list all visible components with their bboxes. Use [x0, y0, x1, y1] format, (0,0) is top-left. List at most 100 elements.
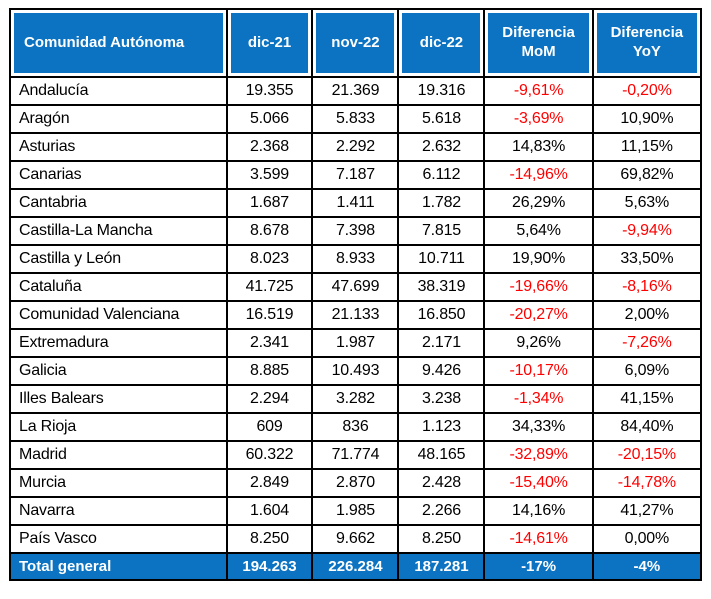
cell-nov22: 7.398 [311, 216, 400, 246]
table-row-aragon: Aragón 5.066 5.833 5.618 -3,69% 10,90% [9, 104, 703, 134]
cell-dic22: 19.316 [397, 76, 486, 106]
region-name: La Rioja [9, 412, 228, 442]
cell-nov22: 21.133 [311, 300, 400, 330]
cell-yoy: 0,00% [591, 524, 703, 554]
cell-nov22: 21.369 [311, 76, 400, 106]
cell-dic22: 1.123 [397, 412, 486, 442]
cell-dic22: 3.238 [397, 384, 486, 414]
region-name: Cantabria [9, 188, 228, 218]
cell-dic21: 609 [225, 412, 314, 442]
column-header-comunidad-autonoma: Comunidad Autónoma [9, 8, 228, 78]
cell-dic22: 7.815 [397, 216, 486, 246]
cell-mom: 9,26% [483, 328, 594, 358]
cell-nov22: 1.985 [311, 496, 400, 526]
cell-dic22: 38.319 [397, 272, 486, 302]
table-row-madrid: Madrid 60.322 71.774 48.165 -32,89% -20,15% [9, 440, 703, 470]
cell-mom: 26,29% [483, 188, 594, 218]
cell-dic21: 5.066 [225, 104, 314, 134]
cell-dic22: 6.112 [397, 160, 486, 190]
cell-mom: -14,96% [483, 160, 594, 190]
cell-nov22: 1.987 [311, 328, 400, 358]
table-row-pais-vasco: País Vasco 8.250 9.662 8.250 -14,61% 0,00% [9, 524, 703, 554]
table-body: Andalucía 19.355 21.369 19.316 -9,61% -0,20% A… [9, 76, 703, 554]
cell-dic22: 9.426 [397, 356, 486, 386]
table-row-canarias: Canarias 3.599 7.187 6.112 -14,96% 69,82% [9, 160, 703, 190]
region-name: Canarias [9, 160, 228, 190]
cell-mom: 14,83% [483, 132, 594, 162]
cell-yoy: 33,50% [591, 244, 703, 274]
cell-dic21: 8.023 [225, 244, 314, 274]
cell-dic22: 2.428 [397, 468, 486, 498]
column-header-label: Comunidad Autónoma [14, 13, 223, 73]
total-cell-mom: -17% [483, 552, 594, 581]
column-header-label: dic-22 [402, 13, 481, 73]
cell-mom: -19,66% [483, 272, 594, 302]
table-row-cantabria: Cantabria 1.687 1.411 1.782 26,29% 5,63% [9, 188, 703, 218]
cell-dic21: 8.250 [225, 524, 314, 554]
column-header-diferencia-mom: Diferencia MoM [483, 8, 594, 78]
cell-yoy: -8,16% [591, 272, 703, 302]
region-name: Castilla y León [9, 244, 228, 274]
table-footer: Total general 194.263 226.284 187.281 -17% -4… [9, 552, 703, 581]
table-row-andalucia: Andalucía 19.355 21.369 19.316 -9,61% -0,20% [9, 76, 703, 106]
cell-dic21: 41.725 [225, 272, 314, 302]
cell-dic22: 2.266 [397, 496, 486, 526]
region-name: Illes Balears [9, 384, 228, 414]
cell-yoy: -20,15% [591, 440, 703, 470]
total-cell-dic21: 194.263 [225, 552, 314, 581]
cell-nov22: 10.493 [311, 356, 400, 386]
cell-mom: -14,61% [483, 524, 594, 554]
cell-yoy: -9,94% [591, 216, 703, 246]
total-cell-nov22: 226.284 [311, 552, 400, 581]
cell-yoy: 5,63% [591, 188, 703, 218]
cell-dic21: 2.849 [225, 468, 314, 498]
cell-mom: 34,33% [483, 412, 594, 442]
cell-nov22: 836 [311, 412, 400, 442]
cell-nov22: 7.187 [311, 160, 400, 190]
cell-dic22: 1.782 [397, 188, 486, 218]
header-row: Comunidad Autónoma dic-21 nov-22 dic-22 Dife… [9, 8, 703, 78]
cell-yoy: 69,82% [591, 160, 703, 190]
cell-dic21: 16.519 [225, 300, 314, 330]
cell-mom: -15,40% [483, 468, 594, 498]
cell-dic21: 3.599 [225, 160, 314, 190]
region-name: Andalucía [9, 76, 228, 106]
cell-dic22: 2.632 [397, 132, 486, 162]
total-cell-yoy: -4% [591, 552, 703, 581]
total-cell-dic22: 187.281 [397, 552, 486, 581]
cell-mom: -3,69% [483, 104, 594, 134]
table-row-extremadura: Extremadura 2.341 1.987 2.171 9,26% -7,26% [9, 328, 703, 358]
cell-yoy: 41,15% [591, 384, 703, 414]
column-header-label: Diferencia YoY [596, 13, 697, 73]
region-name: Asturias [9, 132, 228, 162]
cell-yoy: -7,26% [591, 328, 703, 358]
cell-dic21: 2.368 [225, 132, 314, 162]
table-row-comunidad-valenciana: Comunidad Valenciana 16.519 21.133 16.850 -2… [9, 300, 703, 330]
region-name: Galicia [9, 356, 228, 386]
region-name: País Vasco [9, 524, 228, 554]
cell-yoy: 10,90% [591, 104, 703, 134]
table-row-asturias: Asturias 2.368 2.292 2.632 14,83% 11,15% [9, 132, 703, 162]
table-row-galicia: Galicia 8.885 10.493 9.426 -10,17% 6,09% [9, 356, 703, 386]
cell-mom: -10,17% [483, 356, 594, 386]
table-row-illes-balears: Illes Balears 2.294 3.282 3.238 -1,34% 41,15% [9, 384, 703, 414]
cell-mom: -1,34% [483, 384, 594, 414]
regions-data-table: Comunidad Autónoma dic-21 nov-22 dic-22 Dife… [9, 8, 703, 581]
cell-dic21: 1.687 [225, 188, 314, 218]
cell-nov22: 2.292 [311, 132, 400, 162]
table-header: Comunidad Autónoma dic-21 nov-22 dic-22 Dife… [9, 8, 703, 78]
column-header-dic-21: dic-21 [225, 8, 314, 78]
column-header-diferencia-yoy: Diferencia YoY [591, 8, 703, 78]
cell-dic22: 5.618 [397, 104, 486, 134]
column-header-dic-22: dic-22 [397, 8, 486, 78]
region-name: Castilla-La Mancha [9, 216, 228, 246]
cell-dic22: 10.711 [397, 244, 486, 274]
cell-dic21: 19.355 [225, 76, 314, 106]
cell-mom: -20,27% [483, 300, 594, 330]
region-name: Cataluña [9, 272, 228, 302]
cell-nov22: 47.699 [311, 272, 400, 302]
region-name: Aragón [9, 104, 228, 134]
cell-dic21: 1.604 [225, 496, 314, 526]
total-row: Total general 194.263 226.284 187.281 -17% -4… [9, 552, 703, 581]
table-row-la-rioja: La Rioja 609 836 1.123 34,33% 84,40% [9, 412, 703, 442]
